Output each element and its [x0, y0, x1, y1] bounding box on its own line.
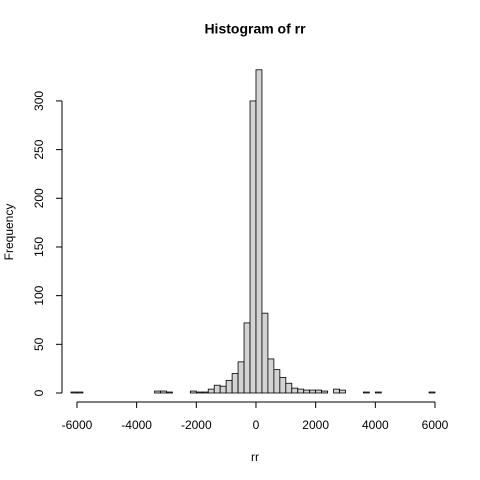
bar — [189, 390, 197, 394]
bar — [154, 390, 161, 394]
bar — [309, 389, 317, 394]
bar — [219, 385, 227, 394]
y-tick-label: 100 — [32, 285, 46, 305]
bar — [279, 377, 287, 394]
bar — [285, 382, 293, 394]
x-tick-label: 6000 — [422, 418, 449, 432]
bar — [166, 391, 173, 394]
bar — [249, 100, 257, 394]
bar — [255, 69, 263, 394]
bar — [237, 361, 245, 394]
x-tick-label: 2000 — [302, 418, 329, 432]
bar — [297, 388, 305, 394]
bar — [333, 388, 340, 394]
bar — [160, 390, 167, 394]
bar — [225, 379, 233, 394]
y-axis-label: Frequency — [2, 204, 16, 261]
bar — [213, 384, 221, 394]
y-tick-label: 50 — [32, 337, 46, 351]
bar — [321, 390, 328, 394]
bar — [207, 388, 215, 394]
x-tick-label: -6000 — [62, 418, 93, 432]
bar — [70, 391, 78, 394]
y-tick-label: 250 — [32, 139, 46, 159]
y-tick-label: 150 — [32, 237, 46, 257]
bar — [291, 387, 299, 394]
x-tick-label: 4000 — [362, 418, 389, 432]
y-tick-label: 200 — [32, 188, 46, 208]
bar — [231, 373, 239, 394]
bar — [76, 391, 84, 394]
bar — [273, 369, 281, 394]
x-axis-label: rr — [251, 450, 259, 464]
bar — [243, 322, 251, 394]
bar — [315, 389, 323, 394]
chart-title: Histogram of rr — [204, 21, 306, 37]
x-tick-label: -4000 — [121, 418, 152, 432]
x-tick-label: -2000 — [181, 418, 212, 432]
bar — [261, 312, 269, 394]
bar — [195, 391, 203, 394]
y-tick-label: 300 — [32, 91, 46, 111]
bar — [428, 391, 436, 394]
bar — [201, 391, 209, 394]
x-tick-label: 0 — [253, 418, 260, 432]
bar — [303, 389, 311, 394]
bar — [362, 391, 370, 394]
bar — [267, 358, 275, 394]
y-tick-label: 0 — [32, 389, 46, 396]
bar — [374, 391, 382, 394]
bar — [339, 389, 346, 394]
